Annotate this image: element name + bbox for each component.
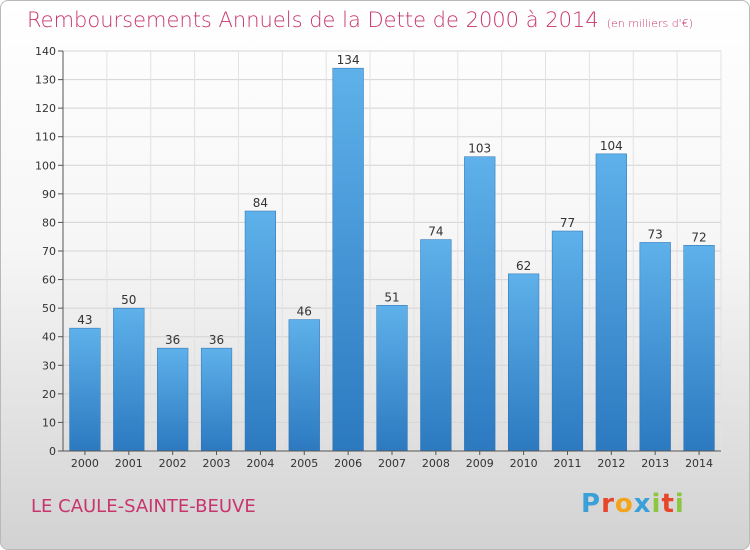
x-tick-label: 2011 xyxy=(553,457,581,470)
bar-value-label: 50 xyxy=(121,293,136,307)
x-tick-label: 2008 xyxy=(422,457,450,470)
bar-value-label: 62 xyxy=(516,259,531,273)
bar xyxy=(200,347,233,452)
bar xyxy=(551,230,584,452)
proxiti-logo: Proxiti xyxy=(581,489,685,519)
bar xyxy=(683,245,715,452)
logo-letter: i xyxy=(651,489,662,519)
y-tick-label: 70 xyxy=(42,245,56,258)
y-tick-label: 90 xyxy=(42,188,56,201)
logo-letter: o xyxy=(614,489,634,519)
bar xyxy=(244,210,277,452)
x-tick-label: 2004 xyxy=(246,457,274,470)
bar-value-label: 72 xyxy=(691,230,706,244)
bar xyxy=(113,307,145,452)
x-tick-label: 2007 xyxy=(378,457,406,470)
logo-letter: x xyxy=(633,489,652,519)
commune-name: LE CAULE-SAINTE-BEUVE xyxy=(31,496,256,517)
bar xyxy=(69,327,101,452)
bars: 43 50 36 36 84 46 134 51 74 103 62 77 104 73 72 xyxy=(69,53,715,452)
y-tick-label: 80 xyxy=(42,216,56,229)
x-tick-label: 2006 xyxy=(334,457,362,470)
y-tick-label: 100 xyxy=(35,159,56,172)
chart-title-text: Remboursements Annuels de la Dette de 20… xyxy=(27,8,599,32)
y-tick-label: 40 xyxy=(42,331,56,344)
bar xyxy=(157,347,189,452)
bar-value-label: 73 xyxy=(648,227,663,241)
x-tick-label: 2009 xyxy=(466,457,494,470)
bar xyxy=(507,273,540,452)
x-tick-label: 2010 xyxy=(510,457,538,470)
bar-value-label: 84 xyxy=(253,196,268,210)
y-tick-label: 30 xyxy=(42,359,56,372)
y-tick-label: 120 xyxy=(35,102,56,115)
x-tick-label: 2005 xyxy=(290,457,318,470)
bar-value-label: 103 xyxy=(468,142,491,156)
bar-value-label: 51 xyxy=(384,290,399,304)
bar xyxy=(464,156,496,452)
logo-letter: t xyxy=(661,489,675,519)
bar-value-label: 77 xyxy=(560,216,575,230)
y-tick-label: 110 xyxy=(35,131,56,144)
x-tick-label: 2014 xyxy=(685,457,713,470)
y-tick-label: 10 xyxy=(42,416,56,429)
bar-value-label: 36 xyxy=(165,333,180,347)
y-tick-label: 20 xyxy=(42,388,56,401)
logo-letter: i xyxy=(674,489,685,519)
bar-value-label: 46 xyxy=(297,305,312,319)
bar xyxy=(595,153,627,452)
bar xyxy=(376,305,408,452)
bar-value-label: 43 xyxy=(77,313,92,327)
logo-letter: P xyxy=(581,489,602,519)
x-tick-label: 2003 xyxy=(203,457,231,470)
bar xyxy=(332,67,364,452)
chart-unit: (en milliers d'€) xyxy=(606,17,693,30)
bar xyxy=(288,319,320,452)
y-tick-label: 130 xyxy=(35,74,56,87)
bar-value-label: 134 xyxy=(337,53,360,67)
x-tick-label: 2001 xyxy=(115,457,143,470)
x-tick-label: 2012 xyxy=(597,457,625,470)
bar-value-label: 74 xyxy=(428,225,443,239)
y-axis: 0 10 20 30 40 50 60 70 80 90 100 110 120 130 140 xyxy=(35,45,64,458)
y-tick-label: 140 xyxy=(35,45,56,58)
x-axis: 2000 2001 2002 2003 2004 2005 2006 2007 2008 2009… xyxy=(63,450,721,470)
bar xyxy=(420,239,452,452)
logo-letter: r xyxy=(601,489,615,519)
bar-value-label: 36 xyxy=(209,333,224,347)
x-tick-label: 2013 xyxy=(641,457,669,470)
chart-title: Remboursements Annuels de la Dette de 20… xyxy=(27,8,693,32)
x-tick-label: 2002 xyxy=(159,457,187,470)
y-tick-label: 50 xyxy=(42,302,56,315)
y-tick-label: 60 xyxy=(42,274,56,287)
bar-value-label: 104 xyxy=(600,139,623,153)
bar xyxy=(639,242,671,452)
x-tick-label: 2000 xyxy=(71,457,99,470)
y-tick-label: 0 xyxy=(49,445,56,458)
